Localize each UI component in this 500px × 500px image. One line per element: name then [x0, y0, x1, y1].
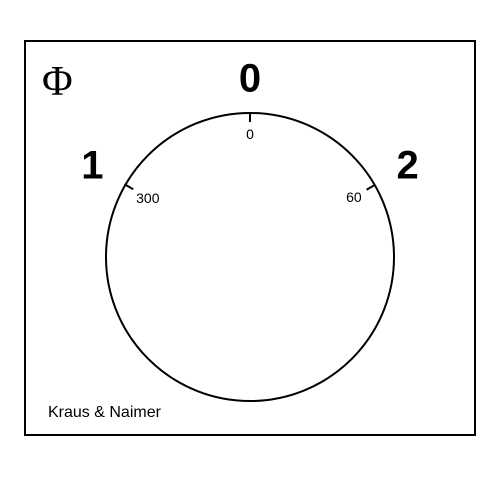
- position-label: 1: [81, 144, 103, 189]
- switch-plate-diagram: Φ Kraus & Naimer 0 1 2 0 300 60: [0, 0, 500, 500]
- angle-label: 0: [246, 126, 254, 142]
- dial-tick: [249, 112, 251, 122]
- position-label: 0: [239, 57, 261, 102]
- phi-symbol: Φ: [42, 58, 73, 106]
- brand-label: Kraus & Naimer: [48, 404, 161, 422]
- angle-label: 300: [136, 190, 159, 206]
- dial-circle: [105, 112, 395, 402]
- angle-label: 60: [346, 189, 362, 205]
- position-label: 2: [396, 144, 418, 189]
